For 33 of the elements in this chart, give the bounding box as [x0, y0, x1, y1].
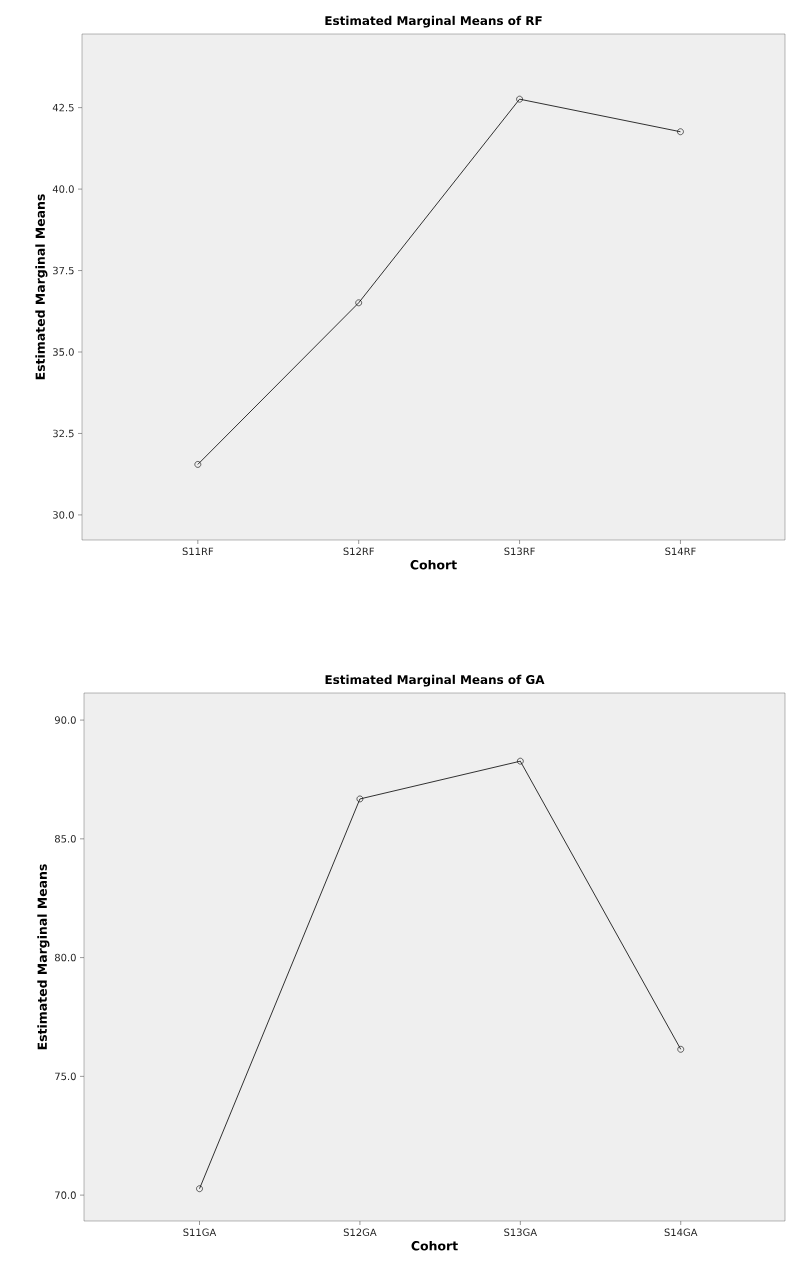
y-tick-label: 40.0 — [52, 185, 74, 193]
x-tick-label: S14RF — [665, 547, 696, 556]
x-tick-label: S13GA — [504, 1228, 538, 1237]
chart-title: Estimated Marginal Means of RF — [325, 15, 542, 28]
point — [356, 795, 364, 803]
point — [355, 299, 362, 307]
y-axis-title: Estimated Marginal Means — [37, 864, 50, 1050]
point — [516, 95, 523, 103]
y-tick-label: 70.0 — [55, 1191, 76, 1199]
x-axis-title: Cohort — [410, 559, 457, 570]
y-tick-label: 30.0 — [53, 511, 74, 519]
point — [677, 128, 684, 136]
y-tick-label: 90.0 — [54, 716, 76, 724]
x-tick-label: S13RF — [504, 547, 535, 556]
y-tick-label: 35.0 — [53, 348, 74, 356]
y-axis-title: Estimated Marginal Means — [35, 194, 48, 380]
y-tick-label: 37.5 — [53, 266, 74, 275]
x-tick-label: S14GA — [664, 1228, 698, 1237]
y-tick-label: 80.0 — [54, 953, 76, 962]
point — [677, 1045, 685, 1053]
x-tick-label: S12RF — [343, 547, 374, 556]
x-axis-title: Cohort — [411, 1240, 458, 1251]
x-tick-label: S11RF — [182, 547, 214, 556]
x-tick-label: S12GA — [343, 1228, 377, 1237]
x-tick-label: S11GA — [183, 1228, 217, 1237]
y-tick-label: 85.0 — [54, 835, 76, 843]
chart-title: Estimated Marginal Means of GA — [325, 674, 545, 687]
y-tick-label: 75.0 — [55, 1072, 76, 1081]
point — [194, 461, 202, 468]
point — [196, 1185, 203, 1193]
y-tick-label: 42.5 — [52, 103, 74, 112]
y-tick-label: 32.5 — [53, 429, 74, 438]
point — [517, 757, 524, 765]
